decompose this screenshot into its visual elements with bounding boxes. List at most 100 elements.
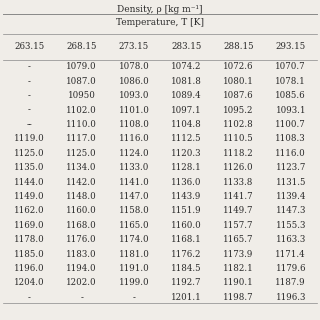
Text: 293.15: 293.15 xyxy=(276,42,306,51)
Text: 1095.2: 1095.2 xyxy=(223,106,254,115)
Text: 1134.0: 1134.0 xyxy=(66,163,97,172)
Text: 288.15: 288.15 xyxy=(223,42,254,51)
Text: 1104.8: 1104.8 xyxy=(171,120,202,129)
Text: 1201.1: 1201.1 xyxy=(171,293,202,302)
Text: 1179.6: 1179.6 xyxy=(276,264,306,273)
Text: 1102.8: 1102.8 xyxy=(223,120,254,129)
Text: -: - xyxy=(132,293,135,302)
Text: 1131.5: 1131.5 xyxy=(276,178,306,187)
Text: 1178.0: 1178.0 xyxy=(14,235,45,244)
Text: 1112.5: 1112.5 xyxy=(171,134,202,143)
Text: 1108.0: 1108.0 xyxy=(118,120,149,129)
Text: 1125.0: 1125.0 xyxy=(66,149,97,158)
Text: 1079.0: 1079.0 xyxy=(66,62,97,71)
Text: 1202.0: 1202.0 xyxy=(66,278,97,287)
Text: 1168.0: 1168.0 xyxy=(66,221,97,230)
Text: 1165.7: 1165.7 xyxy=(223,235,254,244)
Text: 1169.0: 1169.0 xyxy=(14,221,45,230)
Text: 1085.6: 1085.6 xyxy=(275,91,306,100)
Text: 1199.0: 1199.0 xyxy=(118,278,149,287)
Text: 1118.2: 1118.2 xyxy=(223,149,254,158)
Text: Temperature, T [K]: Temperature, T [K] xyxy=(116,18,204,27)
Text: 283.15: 283.15 xyxy=(171,42,201,51)
Text: 1097.1: 1097.1 xyxy=(171,106,202,115)
Text: 1087.6: 1087.6 xyxy=(223,91,254,100)
Text: 1147.3: 1147.3 xyxy=(276,206,306,215)
Text: 1171.4: 1171.4 xyxy=(275,250,306,259)
Text: 1160.0: 1160.0 xyxy=(66,206,97,215)
Text: 1148.0: 1148.0 xyxy=(66,192,97,201)
Text: 1204.0: 1204.0 xyxy=(14,278,45,287)
Text: 1139.4: 1139.4 xyxy=(276,192,306,201)
Text: 1181.0: 1181.0 xyxy=(118,250,149,259)
Text: 1191.0: 1191.0 xyxy=(118,264,149,273)
Text: 1135.0: 1135.0 xyxy=(14,163,44,172)
Text: 1072.6: 1072.6 xyxy=(223,62,254,71)
Text: 1198.7: 1198.7 xyxy=(223,293,254,302)
Text: 1086.0: 1086.0 xyxy=(118,77,149,86)
Text: 1100.7: 1100.7 xyxy=(275,120,306,129)
Text: 1117.0: 1117.0 xyxy=(66,134,97,143)
Text: 1192.7: 1192.7 xyxy=(171,278,201,287)
Text: 1080.1: 1080.1 xyxy=(223,77,254,86)
Text: -: - xyxy=(28,293,31,302)
Text: 1070.7: 1070.7 xyxy=(275,62,306,71)
Text: 1158.0: 1158.0 xyxy=(118,206,149,215)
Text: 1089.4: 1089.4 xyxy=(171,91,202,100)
Text: 1123.7: 1123.7 xyxy=(276,163,306,172)
Text: 1151.9: 1151.9 xyxy=(171,206,202,215)
Text: 1136.0: 1136.0 xyxy=(171,178,201,187)
Text: 1124.0: 1124.0 xyxy=(118,149,149,158)
Text: 1174.0: 1174.0 xyxy=(118,235,149,244)
Text: 1101.0: 1101.0 xyxy=(118,106,149,115)
Text: 263.15: 263.15 xyxy=(14,42,44,51)
Text: 1157.7: 1157.7 xyxy=(223,221,254,230)
Text: 1142.0: 1142.0 xyxy=(66,178,97,187)
Text: 1116.0: 1116.0 xyxy=(275,149,306,158)
Text: 1185.0: 1185.0 xyxy=(14,250,45,259)
Text: 1119.0: 1119.0 xyxy=(14,134,45,143)
Text: -: - xyxy=(28,77,31,86)
Text: 1074.2: 1074.2 xyxy=(171,62,201,71)
Text: 1165.0: 1165.0 xyxy=(118,221,149,230)
Text: 1141.7: 1141.7 xyxy=(223,192,254,201)
Text: 1182.1: 1182.1 xyxy=(223,264,254,273)
Text: 1143.9: 1143.9 xyxy=(171,192,201,201)
Text: 1078.0: 1078.0 xyxy=(118,62,149,71)
Text: 1162.0: 1162.0 xyxy=(14,206,45,215)
Text: 1155.3: 1155.3 xyxy=(276,221,306,230)
Text: 1168.1: 1168.1 xyxy=(171,235,202,244)
Text: 1160.0: 1160.0 xyxy=(171,221,202,230)
Text: 1108.3: 1108.3 xyxy=(275,134,306,143)
Text: Density, ρ [kg m⁻¹]: Density, ρ [kg m⁻¹] xyxy=(117,5,203,14)
Text: 1196.0: 1196.0 xyxy=(14,264,45,273)
Text: 1190.1: 1190.1 xyxy=(223,278,254,287)
Text: 1149.7: 1149.7 xyxy=(223,206,254,215)
Text: 1128.1: 1128.1 xyxy=(171,163,202,172)
Text: 1194.0: 1194.0 xyxy=(66,264,97,273)
Text: 1133.8: 1133.8 xyxy=(223,178,253,187)
Text: -: - xyxy=(28,62,31,71)
Text: 1093.1: 1093.1 xyxy=(276,106,306,115)
Text: 1087.0: 1087.0 xyxy=(66,77,97,86)
Text: 1125.0: 1125.0 xyxy=(14,149,45,158)
Text: 1110.0: 1110.0 xyxy=(66,120,97,129)
Text: 1147.0: 1147.0 xyxy=(118,192,149,201)
Text: 273.15: 273.15 xyxy=(119,42,149,51)
Text: 1126.0: 1126.0 xyxy=(223,163,254,172)
Text: 1078.1: 1078.1 xyxy=(275,77,306,86)
Text: 1133.0: 1133.0 xyxy=(119,163,149,172)
Text: 1173.9: 1173.9 xyxy=(223,250,253,259)
Text: -: - xyxy=(28,106,31,115)
Text: 1120.3: 1120.3 xyxy=(171,149,201,158)
Text: -: - xyxy=(80,293,83,302)
Text: 1176.2: 1176.2 xyxy=(171,250,201,259)
Text: 1116.0: 1116.0 xyxy=(118,134,149,143)
Text: 1141.0: 1141.0 xyxy=(118,178,149,187)
Text: 1196.3: 1196.3 xyxy=(276,293,306,302)
Text: 1149.0: 1149.0 xyxy=(14,192,45,201)
Text: 10950: 10950 xyxy=(68,91,96,100)
Text: 1081.8: 1081.8 xyxy=(171,77,202,86)
Text: 268.15: 268.15 xyxy=(66,42,97,51)
Text: 1163.3: 1163.3 xyxy=(276,235,306,244)
